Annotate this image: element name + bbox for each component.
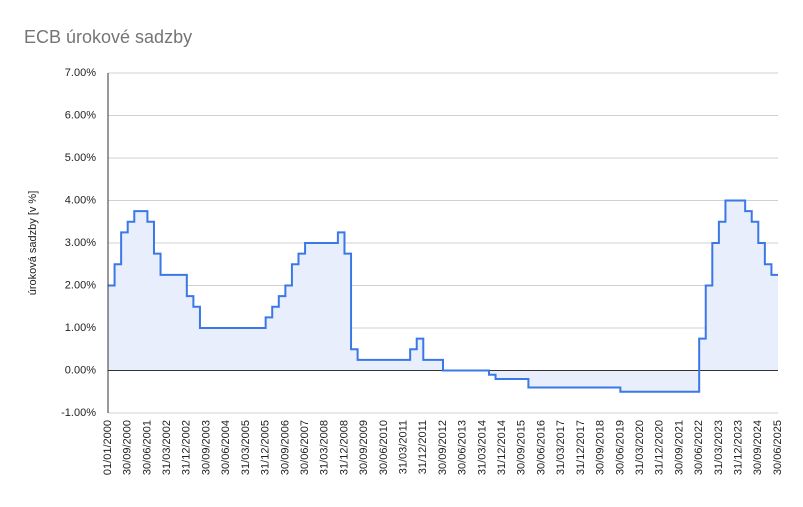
x-tick-label: 31/12/2023 (732, 420, 744, 475)
x-tick-label: 30/06/2016 (535, 420, 547, 475)
x-tick-label: 31/12/2020 (654, 420, 666, 475)
x-tick-label: 31/12/2017 (575, 420, 587, 475)
area (108, 200, 778, 392)
y-axis-label: úroková sadzby [v %] (27, 191, 39, 296)
x-tick-label: 31/12/2002 (181, 420, 193, 475)
y-tick-label: 7.00% (65, 67, 96, 79)
y-tick-label: 0.00% (65, 364, 96, 376)
x-tick-label: 31/03/2017 (555, 420, 567, 475)
x-tick-label: 31/03/2002 (161, 420, 173, 475)
y-tick-label: -1.00% (61, 407, 96, 419)
x-tick-label: 31/03/2005 (240, 420, 252, 475)
y-tick-label: 5.00% (65, 152, 96, 164)
x-tick-label: 30/06/2013 (457, 420, 469, 475)
y-tick-label: 6.00% (65, 109, 96, 121)
x-tick-label: 30/09/2015 (516, 420, 528, 475)
x-tick-label: 30/09/2006 (279, 420, 291, 475)
x-tick-label: 30/06/2019 (614, 420, 626, 475)
y-tick-label: 3.00% (65, 237, 96, 249)
x-tick-label: 30/09/2009 (358, 420, 370, 475)
x-tick-label: 30/06/2010 (378, 420, 390, 475)
x-tick-label: 31/12/2008 (338, 420, 350, 475)
chart-title: ECB úrokové sadzby (24, 27, 192, 47)
y-tick-label: 2.00% (65, 279, 96, 291)
x-tick-label: 31/03/2020 (634, 420, 646, 475)
x-tick-label: 30/06/2001 (141, 420, 153, 475)
x-tick-label: 31/03/2011 (397, 420, 409, 474)
x-tick-label: 30/06/2004 (220, 420, 232, 475)
y-tick-label: 4.00% (65, 194, 96, 206)
x-tick-label: 30/09/2012 (437, 420, 449, 475)
line (108, 199, 778, 393)
x-tick-label: 30/09/2018 (595, 420, 607, 475)
x-tick-label: 31/03/2014 (476, 420, 488, 475)
x-tick-label: 30/09/2003 (200, 420, 212, 475)
x-tick-label: 31/12/2014 (496, 420, 508, 475)
x-tick-label: 30/09/2000 (122, 420, 134, 475)
x-tick-label: 31/03/2008 (319, 420, 331, 475)
y-tick-label: 1.00% (65, 322, 96, 334)
x-tick-label: 30/09/2021 (673, 420, 685, 475)
x-tick-label: 30/06/2025 (772, 420, 784, 475)
x-tick-label: 30/06/2007 (299, 420, 311, 475)
x-tick-label: 31/12/2005 (260, 420, 272, 475)
x-tick-label: 30/06/2022 (693, 420, 705, 475)
x-tick-label: 30/09/2024 (752, 420, 764, 475)
x-tick-label: 31/12/2011 (417, 420, 429, 474)
x-tick-label: 01/01/2000 (102, 420, 114, 475)
x-tick-label: 31/03/2023 (713, 420, 725, 475)
